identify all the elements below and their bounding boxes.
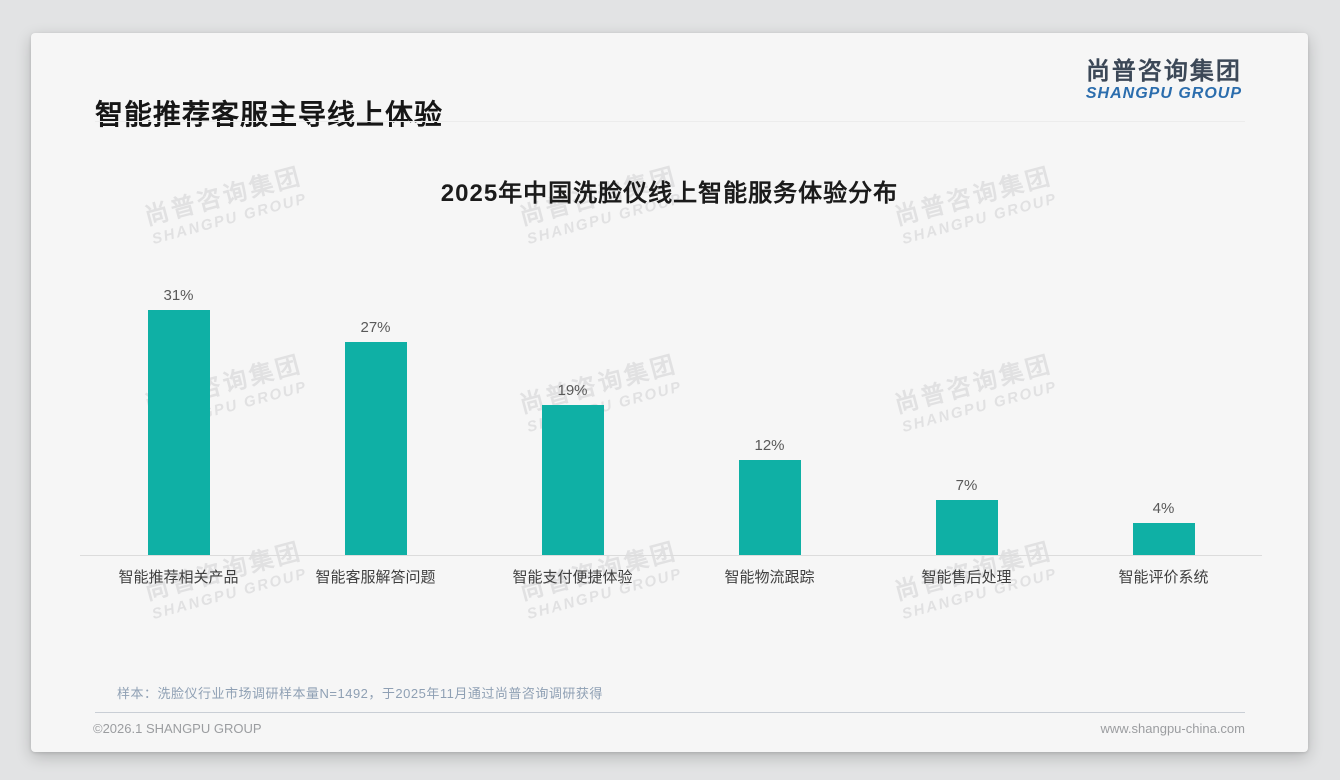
footer-copyright: ©2026.1 SHANGPU GROUP	[93, 721, 262, 736]
bar[interactable]	[344, 342, 407, 555]
footer: ©2026.1 SHANGPU GROUP www.shangpu-china.…	[93, 721, 1245, 736]
x-axis-label: 智能推荐相关产品	[118, 569, 239, 586]
bar-value-label: 7%	[955, 477, 978, 494]
x-axis-label: 智能售后处理	[921, 569, 1012, 586]
bar-value-label: 27%	[360, 319, 391, 336]
logo-en: SHANGPU GROUP	[1085, 85, 1242, 103]
bar[interactable]	[738, 460, 801, 555]
bar[interactable]	[541, 405, 604, 555]
header-divider	[95, 121, 1245, 122]
x-axis-label: 智能评价系统	[1118, 569, 1209, 586]
bar-column: 27%	[277, 319, 474, 555]
x-axis-label: 智能支付便捷体验	[512, 569, 633, 586]
bar[interactable]	[935, 500, 998, 555]
bar-value-label: 19%	[557, 382, 588, 399]
bar-chart: 31% 27% 19% 12% 7% 4%	[80, 273, 1262, 556]
x-axis-labels: 智能推荐相关产品 智能客服解答问题 智能支付便捷体验 智能物流跟踪 智能售后处理 智能评价…	[80, 566, 1262, 587]
slide-card: 尚普咨询集团 SHANGPU GROUP 尚普咨询集团 SHANGPU GROUP 尚普…	[31, 33, 1308, 752]
chart-title: 2025年中国洗脸仪线上智能服务体验分布	[440, 180, 899, 207]
x-axis-label: 智能客服解答问题	[315, 569, 436, 586]
bar-value-label: 31%	[163, 287, 194, 304]
bar[interactable]	[147, 310, 210, 555]
bar-value-label: 12%	[754, 437, 785, 454]
bar-column: 31%	[80, 287, 277, 555]
bar-value-label: 4%	[1152, 500, 1175, 517]
footer-divider	[95, 712, 1245, 713]
bar-column: 19%	[474, 382, 671, 555]
logo-cn: 尚普咨询集团	[1085, 58, 1242, 85]
bar-column: 12%	[671, 437, 868, 555]
company-logo: 尚普咨询集团 SHANGPU GROUP	[1085, 58, 1242, 103]
x-axis-label: 智能物流跟踪	[724, 569, 815, 586]
bar-column: 4%	[1065, 500, 1262, 555]
page-title: 智能推荐客服主导线上体验	[95, 99, 444, 130]
footer-website: www.shangpu-china.com	[1100, 721, 1245, 736]
bar-column: 7%	[868, 477, 1065, 555]
bar[interactable]	[1132, 523, 1195, 555]
sample-note: 样本：洗脸仪行业市场调研样本量N=1492，于2025年11月通过尚普咨询调研获…	[117, 686, 603, 701]
